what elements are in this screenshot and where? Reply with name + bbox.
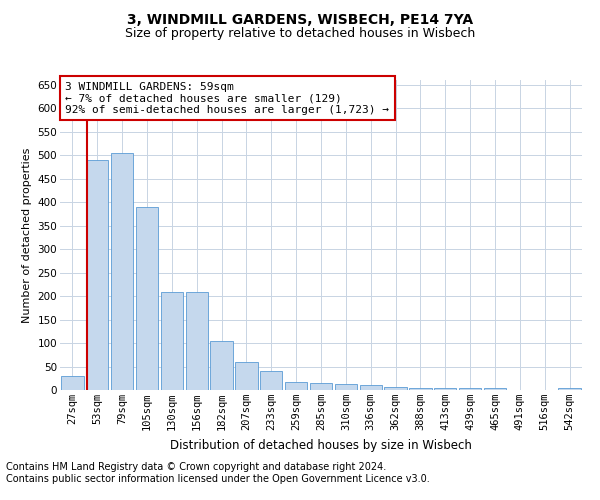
Bar xyxy=(161,292,183,390)
Bar xyxy=(409,388,431,390)
Text: Contains public sector information licensed under the Open Government Licence v3: Contains public sector information licen… xyxy=(6,474,430,484)
Y-axis label: Number of detached properties: Number of detached properties xyxy=(22,148,32,322)
Bar xyxy=(211,340,233,390)
Text: 3 WINDMILL GARDENS: 59sqm
← 7% of detached houses are smaller (129)
92% of semi-: 3 WINDMILL GARDENS: 59sqm ← 7% of detach… xyxy=(65,82,389,115)
Bar xyxy=(235,362,257,390)
Bar xyxy=(484,388,506,390)
Bar xyxy=(459,388,481,390)
Bar xyxy=(359,386,382,390)
Bar xyxy=(86,160,109,390)
Bar xyxy=(61,376,83,390)
Bar xyxy=(335,384,357,390)
Bar xyxy=(385,386,407,390)
Bar xyxy=(559,388,581,390)
Text: 3, WINDMILL GARDENS, WISBECH, PE14 7YA: 3, WINDMILL GARDENS, WISBECH, PE14 7YA xyxy=(127,12,473,26)
Bar xyxy=(260,371,283,390)
Bar xyxy=(111,153,133,390)
Bar xyxy=(285,382,307,390)
Text: Size of property relative to detached houses in Wisbech: Size of property relative to detached ho… xyxy=(125,28,475,40)
Text: Contains HM Land Registry data © Crown copyright and database right 2024.: Contains HM Land Registry data © Crown c… xyxy=(6,462,386,472)
Bar xyxy=(434,388,457,390)
Bar xyxy=(136,207,158,390)
Bar xyxy=(310,383,332,390)
X-axis label: Distribution of detached houses by size in Wisbech: Distribution of detached houses by size … xyxy=(170,438,472,452)
Bar xyxy=(185,292,208,390)
